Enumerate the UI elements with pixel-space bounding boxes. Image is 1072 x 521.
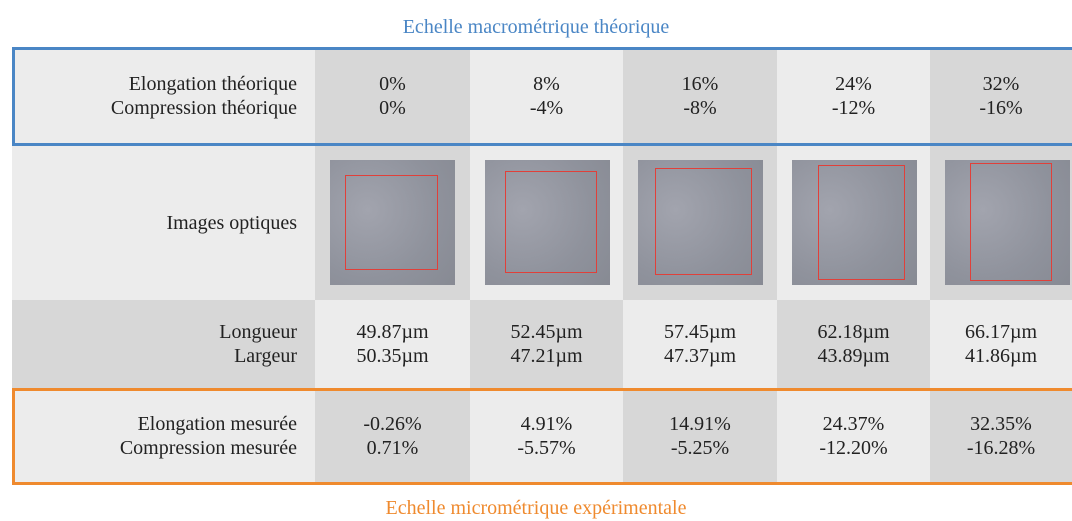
value-line: 57.45µm — [663, 321, 737, 343]
value-line: 49.87µm — [356, 321, 429, 343]
table-cell: 66.17µm 41.86µm — [930, 300, 1072, 388]
value-line: 62.18µm — [817, 321, 890, 343]
value-line: 47.37µm — [663, 345, 737, 367]
value-line: 32% — [982, 73, 1020, 95]
optical-image — [485, 160, 610, 285]
value-line: -5.57% — [517, 437, 576, 459]
table-cell: 24.37% -12.20% — [777, 388, 930, 484]
table-cell: 0% 0% — [315, 47, 470, 145]
label-line: Longueur — [219, 321, 297, 343]
table-cell: 4.91% -5.57% — [470, 388, 623, 484]
table-cell: 14.91% -5.25% — [623, 388, 777, 484]
value-line: 24% — [835, 73, 872, 95]
table-cell: 52.45µm 47.21µm — [470, 300, 623, 388]
value-line: -12.20% — [819, 437, 888, 459]
optical-image — [945, 160, 1070, 285]
value-line: 66.17µm — [964, 321, 1038, 343]
value-line: 8% — [533, 73, 560, 95]
measure-frame — [505, 171, 597, 273]
value-line: 52.45µm — [510, 321, 583, 343]
row-label: Longueur Largeur — [12, 300, 315, 388]
value-line: 0% — [379, 97, 406, 119]
header-title: Echelle macrométrique théorique — [402, 16, 670, 38]
value-line: 16% — [681, 73, 719, 95]
optical-image — [792, 160, 917, 285]
measure-frame — [818, 165, 905, 280]
value-line: 14.91% — [669, 413, 731, 435]
measure-frame — [970, 163, 1052, 281]
value-line: 0.71% — [366, 437, 419, 459]
theory-frame — [12, 47, 1072, 146]
label-line: Elongation mesurée — [137, 413, 297, 435]
label-line: Elongation théorique — [128, 73, 297, 95]
label-line: Compression théorique — [110, 97, 297, 119]
measure-frame — [345, 175, 438, 270]
table-cell: 8% -4% — [470, 47, 623, 145]
table-cell: 32.35% -16.28% — [930, 388, 1072, 484]
measured-frame — [12, 388, 1072, 485]
table-cell: 24% -12% — [777, 47, 930, 145]
table-cell: 32% -16% — [930, 47, 1072, 145]
table-cell: 49.87µm 50.35µm — [315, 300, 470, 388]
value-line: -16% — [979, 97, 1023, 119]
row-label: Elongation mesurée Compression mesurée — [12, 388, 315, 484]
table-cell: 16% -8% — [623, 47, 777, 145]
value-line: -16.28% — [966, 437, 1036, 459]
value-line: -0.26% — [363, 413, 422, 435]
optical-image — [330, 160, 455, 285]
value-line: 4.91% — [520, 413, 573, 435]
value-line: 41.86µm — [964, 345, 1038, 367]
measure-frame — [655, 168, 752, 275]
value-line: 50.35µm — [356, 345, 429, 367]
value-line: 43.89µm — [817, 345, 890, 367]
row-label: Images optiques — [12, 145, 315, 300]
value-line: 0% — [379, 73, 406, 95]
footer-title: Echelle micrométrique expérimentale — [385, 497, 687, 519]
table-cell: 57.45µm 47.37µm — [623, 300, 777, 388]
table-cell: 62.18µm 43.89µm — [777, 300, 930, 388]
value-line: -5.25% — [670, 437, 730, 459]
label-line: Compression mesurée — [119, 437, 297, 459]
value-line: -4% — [529, 97, 564, 119]
value-line: -12% — [831, 97, 876, 119]
value-line: 47.21µm — [510, 345, 583, 367]
value-line: -8% — [683, 97, 717, 119]
value-line: 24.37% — [822, 413, 885, 435]
optical-image — [638, 160, 763, 285]
label-line: Images optiques — [166, 211, 297, 234]
label-line: Largeur — [234, 345, 297, 367]
table-cell: -0.26% 0.71% — [315, 388, 470, 484]
row-label: Elongation théorique Compression théoriqu… — [12, 47, 315, 145]
value-line: 32.35% — [970, 413, 1032, 435]
